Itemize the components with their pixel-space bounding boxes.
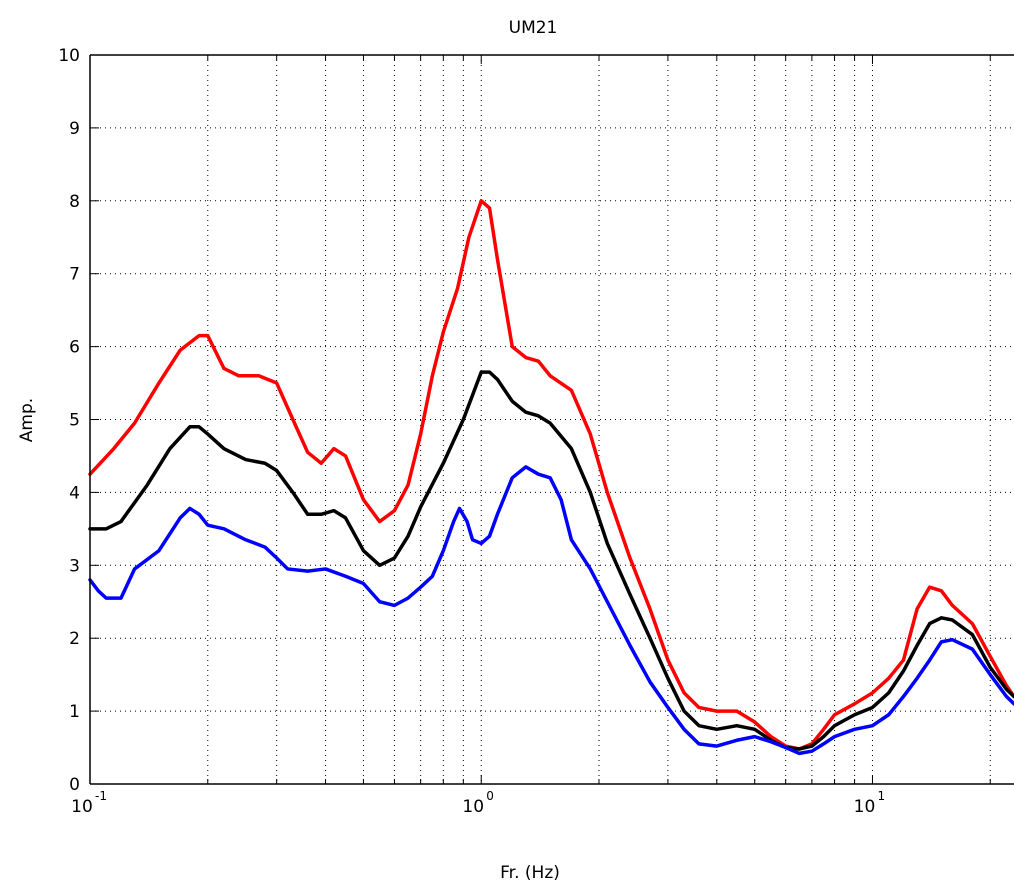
series-lines: [88, 199, 1014, 756]
y-tick-label: 7: [69, 265, 80, 285]
series-line-3: [88, 465, 1014, 756]
y-tick-label: 3: [69, 556, 80, 576]
x-tick-label-base: 10: [462, 797, 484, 817]
x-tick-label-exponent: 1: [877, 789, 885, 803]
x-tick-label-base: 10: [71, 797, 93, 817]
y-tick-label: 10: [58, 46, 80, 66]
y-axis-label: Amp.: [17, 398, 37, 442]
x-tick-label-exponent: -1: [95, 789, 107, 803]
x-tick-label-exponent: 0: [486, 789, 494, 803]
y-tick-label: 9: [69, 119, 80, 139]
y-tick-label: 0: [69, 775, 80, 795]
y-tick-label: 8: [69, 192, 80, 212]
y-tick-label: 6: [69, 338, 80, 358]
y-tick-label: 5: [69, 411, 80, 431]
chart-title: UM21: [509, 18, 558, 38]
x-axis-label: Fr. (Hz): [500, 863, 560, 883]
axes: [89, 54, 1014, 785]
series-line-2: [88, 370, 1014, 751]
y-tick-label: 4: [69, 483, 80, 503]
series-line-1: [88, 199, 1014, 751]
x-tick-label-base: 10: [854, 797, 876, 817]
y-tick-label: 1: [69, 702, 80, 722]
y-tick-label: 2: [69, 629, 80, 649]
